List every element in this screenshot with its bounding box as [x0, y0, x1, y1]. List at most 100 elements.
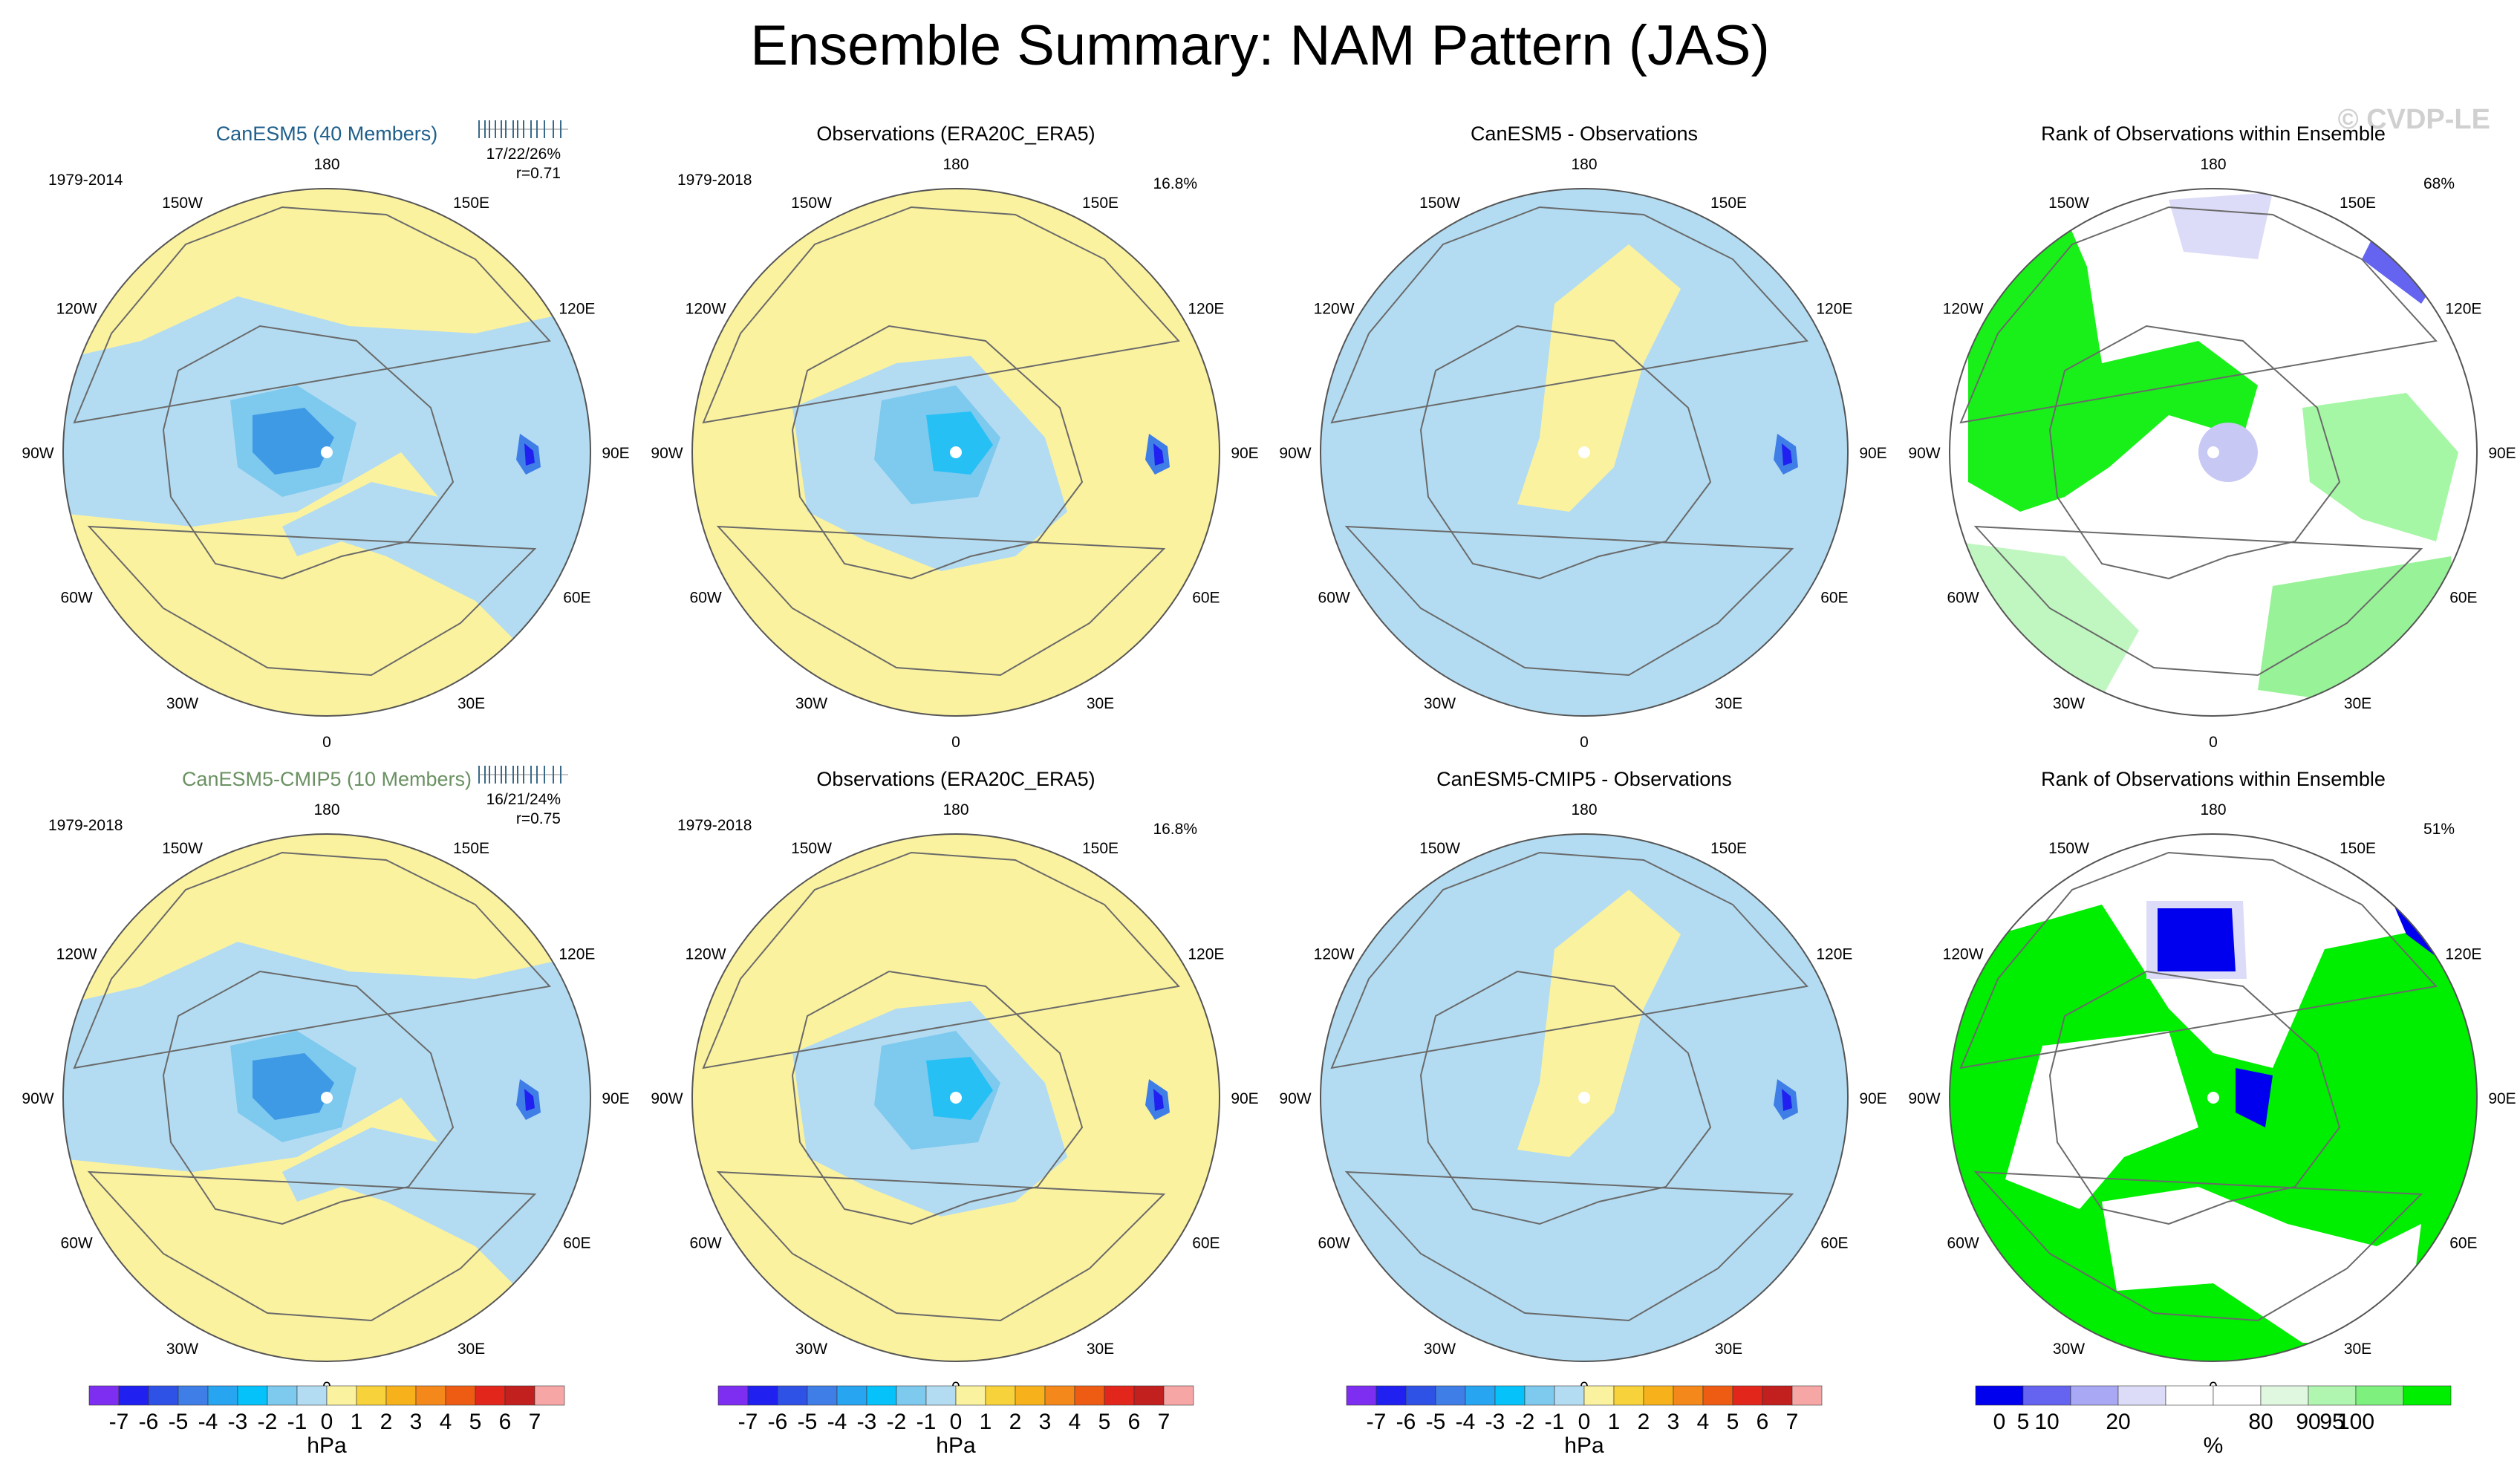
rank-region: [2158, 908, 2236, 971]
colorbar-swatch: [1583, 1385, 1615, 1406]
longitude-label: 90E: [1859, 445, 1886, 462]
longitude-label: 120W: [56, 946, 97, 963]
longitude-label: 150E: [453, 840, 489, 857]
map-outline: [62, 833, 591, 1362]
longitude-label: 60E: [2449, 590, 2477, 607]
longitude-label: 120W: [686, 946, 726, 963]
colorbar-tick-label: -7: [738, 1410, 758, 1434]
longitude-label: 60W: [61, 590, 93, 607]
rank-region: [2236, 1068, 2273, 1127]
longitude-label: 150W: [1419, 195, 1460, 212]
colorbar-tick-label: 0: [321, 1410, 333, 1434]
longitude-label: 90E: [2488, 445, 2516, 462]
longitude-label: 0: [1580, 734, 1589, 751]
longitude-label: 90W: [1908, 445, 1940, 462]
anomaly-region: [253, 1053, 334, 1120]
coastline: [1973, 1170, 2423, 1322]
colorbar-swatch: [1494, 1385, 1526, 1406]
colorbar-tick-label: 10: [2034, 1410, 2059, 1434]
coastline: [2048, 970, 2341, 1225]
figure-title: Ensemble Summary: NAM Pattern (JAS): [750, 14, 1770, 77]
map-field: [1950, 834, 2477, 1361]
longitude-label: 180: [942, 156, 968, 173]
longitude-label: 90E: [602, 1090, 629, 1107]
colorbar-swatch: [267, 1385, 298, 1406]
period-label: 1979-2018: [677, 172, 752, 189]
coastline: [162, 325, 455, 580]
map-outline: [691, 188, 1220, 717]
colorbar-swatch: [1044, 1385, 1075, 1406]
coastline: [73, 206, 551, 424]
map-field: [63, 834, 590, 1361]
colorbar-tick-label: 0: [1578, 1410, 1591, 1434]
map-outline: [62, 188, 591, 717]
coastline: [791, 970, 1084, 1225]
colorbar-tick-label: -1: [287, 1410, 307, 1434]
longitude-label: 150W: [162, 195, 203, 212]
colorbar-tick-label: -2: [258, 1410, 278, 1434]
panel-title: Observations (ERA20C_ERA5): [816, 768, 1095, 790]
colorbar-swatch: [777, 1385, 808, 1406]
panel-title: Rank of Observations within Ensemble: [2041, 768, 2386, 790]
colorbar-tick-label: 3: [1039, 1410, 1052, 1434]
longitude-label: 60W: [690, 1235, 722, 1252]
longitude-label: 30W: [795, 695, 827, 712]
longitude-label: 30W: [1424, 1341, 1456, 1358]
longitude-label: 30E: [2344, 1341, 2371, 1358]
map-outline: [1320, 833, 1849, 1362]
rank-region: [1968, 215, 2258, 512]
coastline: [1973, 525, 2423, 677]
longitude-label: 120E: [2445, 946, 2481, 963]
colorbar-swatch: [2070, 1385, 2119, 1406]
colorbar: -7 -6 -5 -4 -3 -2 -1 0 1 2 3 4 5 6 7 hPa: [1346, 1385, 1823, 1458]
coastline: [716, 525, 1166, 677]
colorbar-tick-label: 100: [2337, 1410, 2374, 1434]
map-outline: [1949, 833, 2478, 1362]
longitude-label: 120E: [1188, 301, 1224, 318]
north-pole-marker: [2207, 446, 2219, 458]
longitude-label: 60W: [1947, 590, 1979, 607]
longitude-label: 90W: [1279, 445, 1311, 462]
colorbar-tick-label: 2: [380, 1410, 393, 1434]
pattern-stats: 16/21/24%: [486, 791, 561, 808]
colorbar-tick-label: 20: [2106, 1410, 2130, 1434]
colorbar-swatch: [504, 1385, 535, 1406]
colorbar-swatch: [534, 1385, 565, 1406]
rank-region: [2102, 1187, 2421, 1343]
colorbar-swatch: [1975, 1385, 2024, 1406]
pole-anomaly: [1782, 443, 1792, 466]
colorbar-swatch: [2117, 1385, 2166, 1406]
anomaly-region: [1517, 890, 1681, 1157]
watermark: © CVDP-LE: [2337, 104, 2490, 135]
colorbar-tick-label: -7: [109, 1410, 129, 1434]
colorbar-swatch: [385, 1385, 417, 1406]
north-pole-marker: [1578, 1092, 1590, 1104]
map-field: [1321, 189, 1848, 716]
panel-diff-2: 180150E120E90E60E30E030W60W90W120W150WCa…: [1279, 768, 1886, 1396]
pattern-correlation: r=0.71: [516, 165, 561, 182]
colorbar-swatch: [1405, 1385, 1436, 1406]
colorbar-swatch: [1375, 1385, 1407, 1406]
longitude-label: 90W: [22, 1090, 53, 1107]
variance-percent: 16.8%: [1153, 821, 1197, 838]
coastline: [1330, 206, 1808, 424]
longitude-label: 150E: [1082, 195, 1119, 212]
longitude-label: 150W: [791, 840, 832, 857]
colorbar-tick-label: -5: [798, 1410, 818, 1434]
longitude-label: 180: [2200, 801, 2226, 818]
colorbar-tick-label: 5: [469, 1410, 482, 1434]
coastline: [1419, 325, 1712, 580]
colorbar-tick-label: 95: [2319, 1410, 2344, 1434]
panel-obs-1: 180 150E 120E 90E 60E 30E 0 30W 60W 90W 120W 150W Ob…: [651, 123, 1258, 751]
longitude-label: 150W: [791, 195, 832, 212]
north-pole-marker: [321, 1092, 333, 1104]
colorbar-tick-label: -2: [1515, 1410, 1535, 1434]
colorbar-swatch: [148, 1385, 179, 1406]
longitude-label: 90W: [1908, 1090, 1940, 1107]
colorbar-tick-label: -2: [887, 1410, 907, 1434]
colorbar-swatch: [326, 1385, 357, 1406]
colorbar-swatch: [866, 1385, 897, 1406]
panel-obs-2: 180150E120E90E60E30E030W60W90W120W150WOb…: [651, 768, 1258, 1396]
longitude-label: 150E: [1710, 840, 1747, 857]
